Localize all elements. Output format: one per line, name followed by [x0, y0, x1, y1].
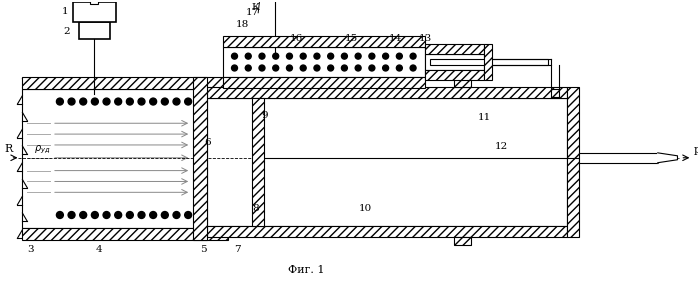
Circle shape	[300, 65, 306, 71]
Text: 18: 18	[236, 20, 249, 29]
Text: р: р	[694, 145, 698, 155]
Circle shape	[383, 53, 389, 59]
Circle shape	[286, 65, 292, 71]
Bar	[207, 87, 567, 98]
Circle shape	[173, 98, 180, 105]
Circle shape	[355, 65, 361, 71]
Text: 1: 1	[61, 7, 68, 16]
Text: 4: 4	[96, 245, 103, 254]
Circle shape	[138, 212, 145, 218]
Circle shape	[68, 98, 75, 105]
Text: 3: 3	[27, 245, 34, 254]
Bar	[454, 237, 471, 245]
Bar	[223, 77, 425, 88]
Bar	[193, 77, 207, 240]
Text: 15: 15	[344, 34, 357, 43]
Circle shape	[126, 98, 133, 105]
Text: 17: 17	[246, 8, 259, 17]
Circle shape	[383, 65, 389, 71]
Circle shape	[396, 53, 402, 59]
Circle shape	[369, 65, 375, 71]
Bar	[484, 44, 492, 80]
Polygon shape	[658, 153, 678, 163]
Circle shape	[103, 98, 110, 105]
Circle shape	[114, 98, 121, 105]
Text: 11: 11	[477, 113, 491, 122]
Circle shape	[161, 98, 168, 105]
Circle shape	[355, 53, 361, 59]
Circle shape	[341, 53, 348, 59]
Text: Фиг. 1: Фиг. 1	[288, 265, 325, 275]
Circle shape	[245, 65, 251, 71]
Circle shape	[91, 98, 98, 105]
Bar	[454, 79, 471, 87]
Circle shape	[341, 65, 348, 71]
Circle shape	[314, 53, 320, 59]
Bar	[252, 98, 264, 226]
Circle shape	[57, 212, 64, 218]
Text: К: К	[251, 3, 259, 12]
Bar	[91, 0, 98, 4]
Bar	[22, 77, 228, 89]
Bar	[207, 226, 567, 237]
Circle shape	[396, 65, 402, 71]
Circle shape	[173, 212, 180, 218]
Circle shape	[138, 98, 145, 105]
Circle shape	[91, 212, 98, 218]
Text: 16: 16	[290, 34, 304, 43]
Circle shape	[245, 53, 251, 59]
Circle shape	[114, 212, 121, 218]
Bar	[79, 22, 110, 39]
Circle shape	[300, 53, 306, 59]
Text: 9: 9	[262, 111, 269, 120]
Circle shape	[232, 53, 237, 59]
Circle shape	[286, 53, 292, 59]
Text: 12: 12	[496, 142, 509, 151]
Circle shape	[80, 212, 87, 218]
Bar	[430, 59, 548, 65]
Text: 14: 14	[389, 34, 402, 43]
Circle shape	[259, 53, 265, 59]
Circle shape	[185, 212, 191, 218]
Text: 7: 7	[234, 245, 241, 254]
Bar	[567, 87, 579, 237]
Bar	[425, 44, 484, 54]
Circle shape	[149, 212, 156, 218]
Text: 8: 8	[252, 203, 258, 213]
Circle shape	[259, 65, 265, 71]
Circle shape	[273, 65, 279, 71]
Circle shape	[410, 65, 416, 71]
Circle shape	[103, 212, 110, 218]
Text: 2: 2	[64, 27, 70, 36]
Text: R: R	[4, 144, 13, 154]
Text: 5: 5	[200, 245, 206, 254]
Circle shape	[126, 212, 133, 218]
Bar	[22, 228, 228, 240]
Circle shape	[273, 53, 279, 59]
Circle shape	[314, 65, 320, 71]
Bar	[73, 2, 116, 22]
Bar	[425, 70, 484, 80]
Circle shape	[57, 98, 64, 105]
Circle shape	[185, 98, 191, 105]
Bar	[22, 89, 228, 228]
Text: 13: 13	[418, 34, 431, 43]
Circle shape	[327, 65, 334, 71]
Bar	[579, 153, 658, 163]
Text: $\rho_{уд}$: $\rho_{уд}$	[34, 144, 50, 156]
Circle shape	[80, 98, 87, 105]
Bar	[207, 98, 567, 226]
Circle shape	[369, 53, 375, 59]
Circle shape	[410, 53, 416, 59]
Text: 10: 10	[359, 203, 372, 213]
Text: 6: 6	[205, 138, 211, 147]
Circle shape	[232, 65, 237, 71]
Bar	[223, 37, 425, 47]
Circle shape	[161, 212, 168, 218]
Bar	[425, 54, 484, 70]
Circle shape	[327, 53, 334, 59]
Circle shape	[68, 212, 75, 218]
Circle shape	[149, 98, 156, 105]
Bar	[223, 47, 425, 77]
